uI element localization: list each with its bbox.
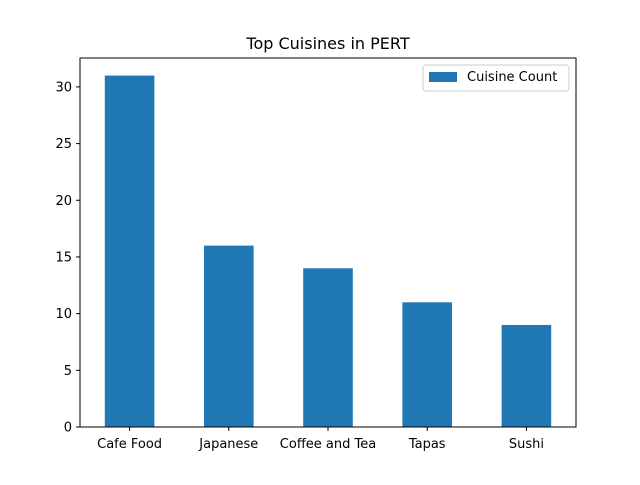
bar-coffee-and-tea — [303, 268, 353, 427]
bar-tapas — [402, 302, 452, 427]
y-tick-label: 0 — [64, 421, 72, 436]
y-tick-label: 25 — [55, 137, 72, 152]
x-axis-ticks: Cafe Food Japanese Coffee and Tea Tapas Sush… — [97, 427, 544, 452]
y-tick-label: 20 — [55, 194, 72, 209]
x-tick-label: Tapas — [408, 437, 446, 452]
y-tick-label: 5 — [64, 364, 72, 379]
bars-group — [104, 75, 552, 428]
bar-cafe-food — [104, 75, 155, 428]
y-tick-label: 15 — [55, 250, 72, 265]
legend-box — [422, 64, 570, 92]
legend-label: Cuisine Count — [467, 70, 557, 85]
x-tick-label: Japanese — [198, 437, 258, 452]
chart-title: Top Cuisines in PERT — [245, 34, 409, 53]
y-tick-label: 30 — [55, 80, 72, 95]
legend: Cuisine Count — [422, 64, 570, 92]
y-axis-ticks: 0 5 10 15 20 25 30 — [55, 80, 80, 436]
x-tick-label: Cafe Food — [97, 437, 162, 452]
axes-frame — [79, 57, 577, 428]
x-tick-label: Coffee and Tea — [280, 437, 376, 452]
bar-sushi — [501, 324, 552, 427]
x-tick-label: Sushi — [509, 437, 544, 452]
legend-swatch — [429, 72, 457, 82]
bar-japanese — [204, 245, 254, 427]
y-tick-label: 10 — [55, 307, 72, 322]
